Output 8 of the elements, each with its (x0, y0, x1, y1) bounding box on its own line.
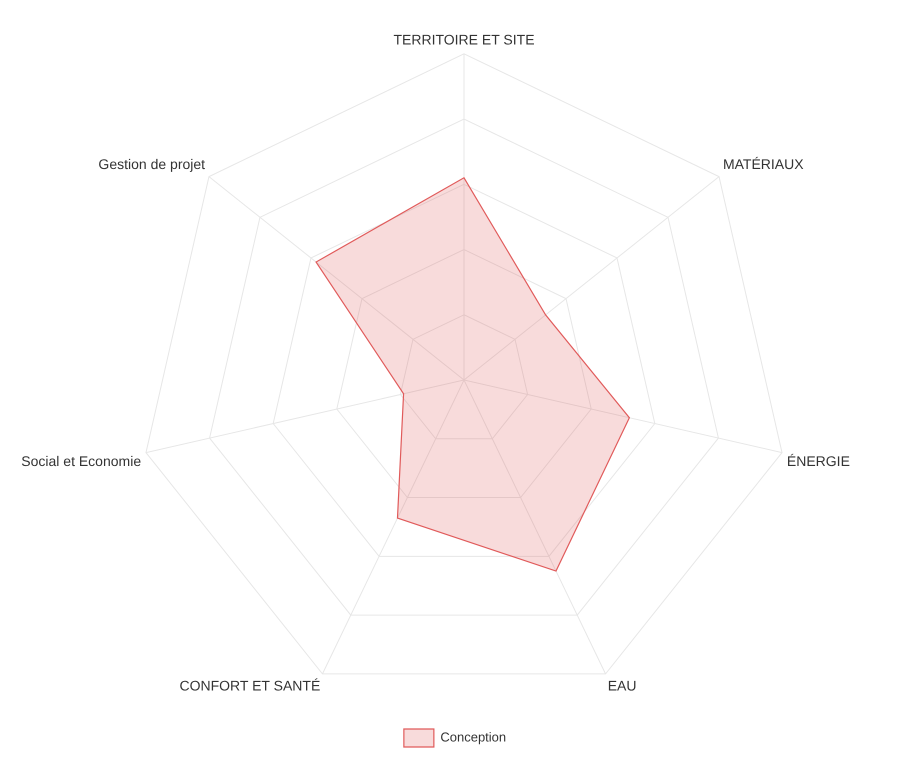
spoke-label: Social et Economie (21, 452, 142, 469)
spoke-label: Gestion de projet (98, 156, 206, 172)
spoke-label: TERRITOIRE ET SITE (393, 31, 535, 48)
spoke-label: EAU (608, 678, 636, 694)
legend-label: Conception (440, 730, 506, 745)
spoke-label: ÉNERGIE (786, 452, 850, 469)
spoke-label: CONFORT ET SANTÉ (179, 678, 320, 694)
spoke-label: MATÉRIAUX (722, 156, 804, 172)
